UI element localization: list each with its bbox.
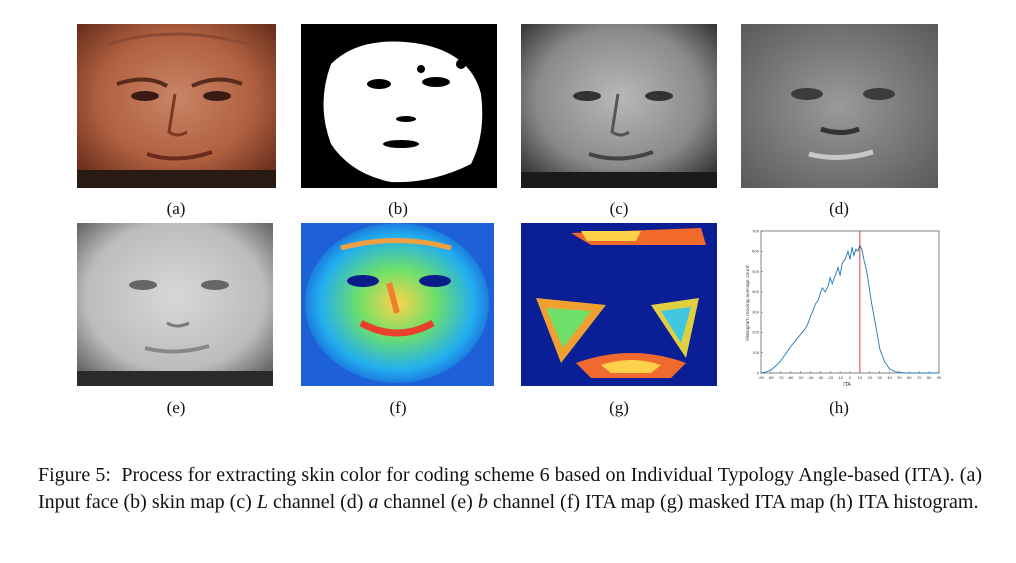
histogram-y-tick-label: 600 — [752, 250, 760, 254]
panel-b-skin-map — [301, 24, 497, 188]
histogram-x-tick-label: 0 — [849, 376, 852, 380]
subfigure-label-h: (h) — [829, 398, 849, 417]
panel-g-masked-ita-map — [521, 223, 717, 386]
subfigure-label-b: (b) — [388, 199, 408, 218]
panel-f-ita-map — [301, 223, 494, 386]
caption-text-1: Process for extracting skin color for co… — [38, 464, 983, 513]
caption-text-4: channel (f) ITA map (g) masked ITA map (… — [487, 491, 979, 513]
caption-var-L: L — [256, 491, 268, 513]
subfigure-label-c: (c) — [609, 199, 629, 218]
subfigure-label-a: (a) — [166, 199, 186, 218]
histogram-x-tick-label: -10 — [837, 376, 844, 380]
histogram-x-tick-label: -20 — [827, 376, 834, 380]
histogram-x-tick-label: 70 — [917, 376, 922, 380]
histogram-series-line — [760, 244, 939, 374]
histogram-x-tick-label: 60 — [907, 376, 912, 380]
histogram-x-tick-label: -40 — [808, 376, 815, 380]
histogram-x-tick-label: -70 — [778, 376, 785, 380]
histogram-x-tick-label: -90 — [758, 376, 765, 380]
histogram-x-tick-label: 50 — [897, 376, 902, 380]
histogram-y-tick-label: 500 — [752, 270, 760, 274]
histogram-x-tick-label: -60 — [788, 376, 795, 380]
panel-c-l-channel — [521, 24, 717, 188]
histogram-x-tick-label: -80 — [768, 376, 775, 380]
subfigure-label-e: (e) — [166, 398, 186, 417]
caption-text-3: channel (e) — [378, 491, 478, 513]
panel-d-a-channel — [741, 24, 938, 188]
histogram-y-tick-label: 400 — [752, 290, 760, 294]
histogram-x-tick-label: -30 — [817, 376, 824, 380]
panel-h-ita-histogram: -90 -80 -70 -60 -50 -40 -30 -20 -10 0 10 20 30 40 50 60… — [741, 223, 941, 388]
subfigure-label-d: (d) — [829, 199, 849, 218]
histogram-y-tick-label: 100 — [752, 351, 760, 355]
caption-var-a: a — [368, 491, 379, 513]
histogram-x-tick-label: 40 — [887, 376, 892, 380]
panel-e-b-channel — [77, 223, 273, 386]
caption-prefix: Figure 5: — [38, 464, 111, 486]
histogram-y-tick-label: 200 — [752, 331, 760, 335]
caption-var-b: b — [477, 491, 488, 513]
histogram-x-tick-label: 90 — [937, 376, 941, 380]
histogram-x-label: ITA — [843, 382, 851, 388]
histogram-y-tick-label: 0 — [757, 371, 760, 375]
histogram-x-tick-label: -50 — [798, 376, 805, 380]
histogram-y-tick-label: 700 — [752, 229, 760, 233]
subfigure-label-f: (f) — [389, 398, 407, 417]
histogram-x-tick-label: 80 — [927, 376, 932, 380]
histogram-axes-frame — [760, 230, 940, 374]
ita-histogram-chart: -90 -80 -70 -60 -50 -40 -30 -20 -10 0 10 20 30 40 50 60… — [745, 229, 941, 388]
caption-text-2: channel (d) — [267, 491, 369, 513]
histogram-x-tick-label: 20 — [867, 376, 872, 380]
histogram-x-tick-label: 30 — [877, 376, 882, 380]
histogram-y-tick-label: 300 — [752, 310, 760, 314]
histogram-y-label: Histogram moving average count — [745, 265, 751, 341]
subfigure-label-g: (g) — [609, 398, 629, 417]
figure-caption: Figure 5: Process for extracting skin co… — [38, 462, 982, 516]
panel-a-input-face — [77, 24, 276, 188]
histogram-x-tick-label: 10 — [858, 376, 863, 380]
